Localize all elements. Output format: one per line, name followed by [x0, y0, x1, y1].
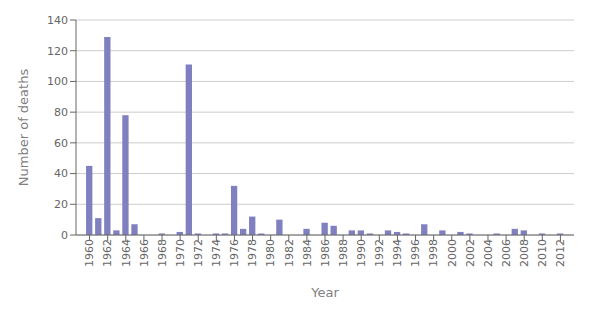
svg-text:1962: 1962 — [102, 239, 115, 267]
svg-text:1986: 1986 — [319, 239, 332, 267]
svg-text:1964: 1964 — [120, 239, 133, 267]
svg-text:1988: 1988 — [337, 239, 350, 267]
svg-text:1980: 1980 — [264, 239, 277, 267]
svg-text:2002: 2002 — [464, 239, 477, 267]
svg-text:1976: 1976 — [228, 239, 241, 267]
svg-text:2004: 2004 — [482, 239, 495, 267]
svg-text:1960: 1960 — [83, 239, 96, 267]
svg-text:1978: 1978 — [246, 239, 259, 267]
svg-text:2008: 2008 — [518, 239, 531, 267]
svg-text:1992: 1992 — [373, 239, 386, 267]
svg-text:1970: 1970 — [174, 239, 187, 267]
svg-text:1998: 1998 — [427, 239, 440, 267]
svg-text:1984: 1984 — [301, 239, 314, 267]
svg-text:40: 40 — [54, 167, 68, 180]
svg-text:140: 140 — [47, 14, 68, 27]
svg-text:1974: 1974 — [210, 239, 223, 267]
svg-text:2010: 2010 — [536, 239, 549, 267]
svg-text:1994: 1994 — [391, 239, 404, 267]
svg-text:1966: 1966 — [138, 239, 151, 267]
svg-text:100: 100 — [47, 75, 68, 88]
svg-text:1972: 1972 — [192, 239, 205, 267]
svg-text:0: 0 — [61, 229, 68, 242]
svg-text:1990: 1990 — [355, 239, 368, 267]
svg-text:20: 20 — [54, 198, 68, 211]
svg-text:1968: 1968 — [156, 239, 169, 267]
svg-text:2006: 2006 — [500, 239, 513, 267]
svg-text:120: 120 — [47, 45, 68, 58]
svg-text:80: 80 — [54, 106, 68, 119]
svg-text:2012: 2012 — [554, 239, 567, 267]
svg-text:Number of deaths: Number of deaths — [16, 69, 31, 187]
svg-text:1982: 1982 — [283, 239, 296, 267]
svg-text:1996: 1996 — [409, 239, 422, 267]
svg-text:60: 60 — [54, 137, 68, 150]
svg-text:Year: Year — [310, 285, 339, 300]
svg-text:2000: 2000 — [446, 239, 459, 267]
